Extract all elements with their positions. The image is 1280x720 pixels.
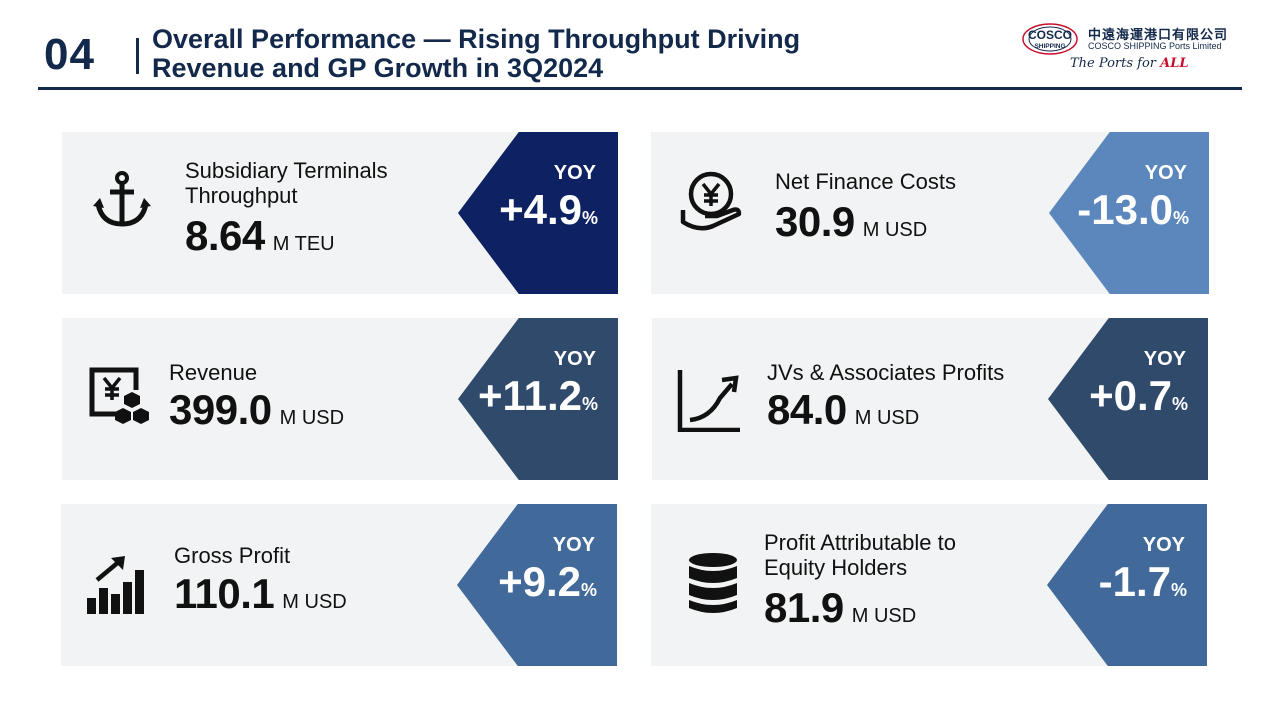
title-divider [136,38,139,74]
yoy-chevron: YOY +0.7% [1048,318,1208,480]
metric-label: JVs & Associates Profits [767,360,1004,385]
page-title-line-2: Revenue and GP Growth in 3Q2024 [152,53,604,83]
yoy-percent-sign: % [581,208,598,228]
page-title-line-1: Overall Performance — Rising Throughput … [152,24,801,54]
company-logo: COSCO SHIPPING 中遠海運港口有限公司 COSCO SHIPPING… [1018,22,1233,78]
yoy-percent-sign: % [581,394,598,414]
yoy-change: +11.2 [478,372,582,419]
metric-label: Profit Attributable to Equity Holders [764,530,956,580]
yoy-percent-sign: % [1170,580,1187,600]
yoy-label: YOY [1144,162,1187,184]
page-title: Overall Performance — Rising Throughput … [152,25,800,83]
metric-label-line-1: Revenue [169,360,258,385]
metric-value: 84.0 M USD [767,386,919,434]
yoy-value: -13.0% [1077,186,1189,234]
tagline-prefix: The Ports for [1070,56,1161,71]
yoy-percent-sign: % [1171,394,1188,414]
yoy-label: YOY [553,162,596,184]
yen-hand-icon [680,171,742,231]
cosco-globe-logo-icon: COSCO SHIPPING [1022,23,1078,55]
metric-unit: M USD [854,407,920,429]
logo-mark-line-2: SHIPPING [1034,43,1065,50]
yoy-chevron: YOY -1.7% [1047,504,1207,666]
tagline-emphasis: ALL [1160,56,1189,71]
metric-value-number: 110.1 [174,570,275,617]
yoy-change: +0.7 [1089,372,1172,419]
yoy-chevron: YOY +11.2% [458,318,618,480]
yoy-label: YOY [552,534,595,556]
metric-unit: M TEU [272,233,335,255]
metric-label: Revenue [169,360,257,385]
metric-value: 81.9 M USD [764,584,916,632]
metric-label: Gross Profit [174,543,290,568]
yoy-percent-sign: % [1172,208,1189,228]
metric-value: 399.0 M USD [169,386,344,434]
metric-label-line-1: Subsidiary Terminals [185,158,388,183]
metric-card-throughput: Subsidiary Terminals Throughput 8.64 M TE… [62,132,618,294]
metric-label-line-1: Gross Profit [174,543,291,568]
metric-value-number: 399.0 [169,386,272,433]
metric-label-line-2: Equity Holders [764,555,908,580]
yoy-label: YOY [1142,534,1185,556]
metric-label: Net Finance Costs [775,169,956,194]
metric-value-number: 81.9 [764,584,844,631]
yoy-value: +4.9% [499,186,598,234]
company-name-cn: 中遠海運港口有限公司 [1088,27,1229,42]
metric-value-number: 84.0 [767,386,847,433]
metric-unit: M USD [279,407,345,429]
database-icon [689,553,737,613]
metric-card-net-finance-costs: Net Finance Costs 30.9 M USD YOY -13.0% [651,132,1209,294]
metric-label-line-1: Profit Attributable to [764,530,956,555]
yoy-change: +4.9 [499,186,582,233]
yen-boxes-icon [89,367,149,424]
metric-card-profit-attributable: Profit Attributable to Equity Holders 81… [651,504,1207,666]
yoy-chevron: YOY -13.0% [1049,132,1209,294]
yoy-label: YOY [553,348,596,370]
metric-value: 8.64 M TEU [185,212,335,260]
company-name-en: COSCO SHIPPING Ports Limited [1088,41,1222,51]
metric-unit: M USD [282,591,347,613]
yoy-label: YOY [1143,348,1186,370]
yoy-chevron: YOY +9.2% [457,504,617,666]
metric-value: 30.9 M USD [775,198,927,246]
metric-value: 110.1 M USD [174,570,347,618]
logo-mark-line-1: COSCO [1028,28,1072,42]
anchor-icon [93,171,151,227]
bar-chart-arrow-icon [87,556,144,614]
yoy-value: +0.7% [1089,372,1188,420]
section-number: 04 [44,30,95,79]
yoy-chevron: YOY +4.9% [458,132,618,294]
metric-label-line-1: JVs & Associates Profits [767,360,1005,385]
yoy-percent-sign: % [580,580,597,600]
metric-card-revenue: Revenue 399.0 M USD YOY +11.2% [62,318,618,480]
header-rule [38,87,1242,90]
growth-curve-icon [677,370,740,432]
metric-card-jvs-associates-profits: JVs & Associates Profits 84.0 M USD YOY +… [652,318,1208,480]
metric-value-number: 8.64 [185,212,265,259]
yoy-value: +9.2% [498,558,597,606]
metric-label: Subsidiary Terminals Throughput [185,158,388,208]
metric-label-line-2: Throughput [185,183,298,208]
metric-unit: M USD [851,605,917,627]
metric-value-number: 30.9 [775,198,855,245]
yoy-value: +11.2% [478,372,598,420]
metric-label-line-1: Net Finance Costs [775,169,956,194]
yoy-change: +9.2 [498,558,581,605]
yoy-change: -1.7 [1098,558,1171,605]
yoy-change: -13.0 [1077,186,1173,233]
metric-unit: M USD [862,219,928,241]
yoy-value: -1.7% [1099,558,1187,606]
metric-card-gross-profit: Gross Profit 110.1 M USD YOY +9.2% [61,504,617,666]
logo-tagline: The Ports for ALL [1070,56,1189,71]
